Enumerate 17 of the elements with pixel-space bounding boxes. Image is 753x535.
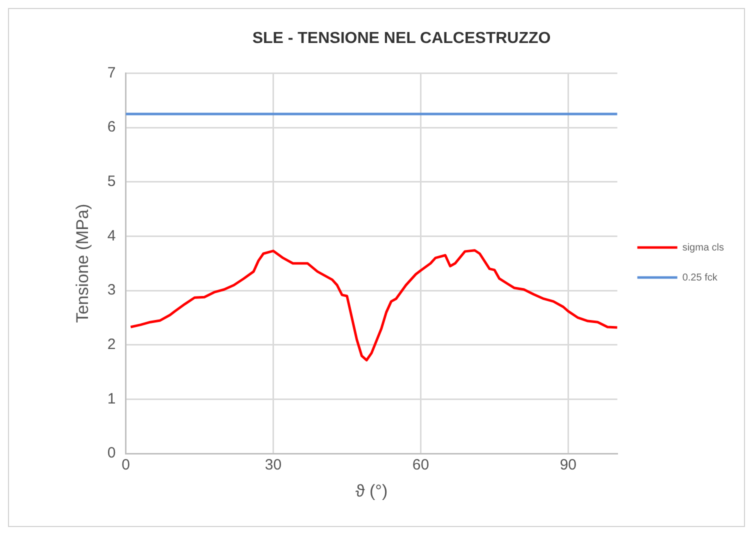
y-axis-title: Tensione (MPa) [72,204,92,323]
x-tick-label: 90 [560,456,577,474]
legend-label: sigma cls [682,242,724,254]
chart-title: SLE - TENSIONE NEL CALCESTRUZZO [252,30,551,48]
y-tick-label: 0 [107,444,116,462]
x-tick-label: 0 [122,456,130,474]
y-tick-label: 1 [107,390,116,408]
y-tick-label: 7 [107,64,116,82]
y-tick-label: 4 [107,227,116,244]
y-tick-label: 3 [107,282,116,299]
x-axis-title: ϑ (°) [355,481,388,500]
y-tick-label: 6 [107,118,116,136]
x-tick-label: 30 [264,456,282,474]
legend-label: 0.25 fck [682,272,718,284]
y-tick-label: 5 [107,173,116,190]
y-tick-label: 2 [107,336,116,354]
x-tick-label: 60 [412,456,430,474]
